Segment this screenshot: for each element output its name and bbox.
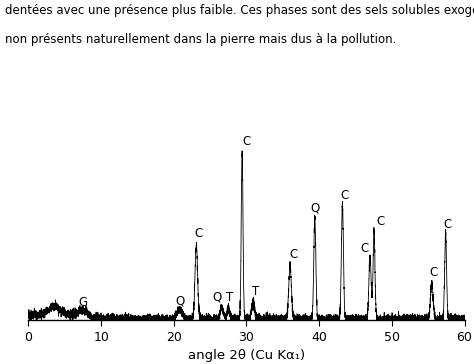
Text: T: T [226, 291, 233, 304]
Text: C: C [194, 227, 203, 240]
Text: C: C [429, 266, 438, 279]
Text: Q: Q [212, 290, 221, 304]
Text: C: C [377, 215, 385, 229]
Text: C: C [340, 189, 349, 202]
Text: C: C [290, 248, 298, 261]
Text: dentées avec une présence plus faible. Ces phases sont des sels solubles exogène: dentées avec une présence plus faible. C… [5, 4, 474, 17]
Text: C: C [361, 242, 369, 254]
X-axis label: angle 2θ (Cu Kα₁): angle 2θ (Cu Kα₁) [188, 349, 305, 362]
Text: T: T [252, 285, 259, 298]
Text: C: C [443, 218, 451, 231]
Text: Q: Q [175, 295, 184, 308]
Text: G: G [78, 296, 88, 309]
Text: non présents naturellement dans la pierre mais dus à la pollution.: non présents naturellement dans la pierr… [5, 33, 396, 46]
Text: C: C [242, 135, 251, 149]
Text: Q: Q [310, 201, 319, 214]
